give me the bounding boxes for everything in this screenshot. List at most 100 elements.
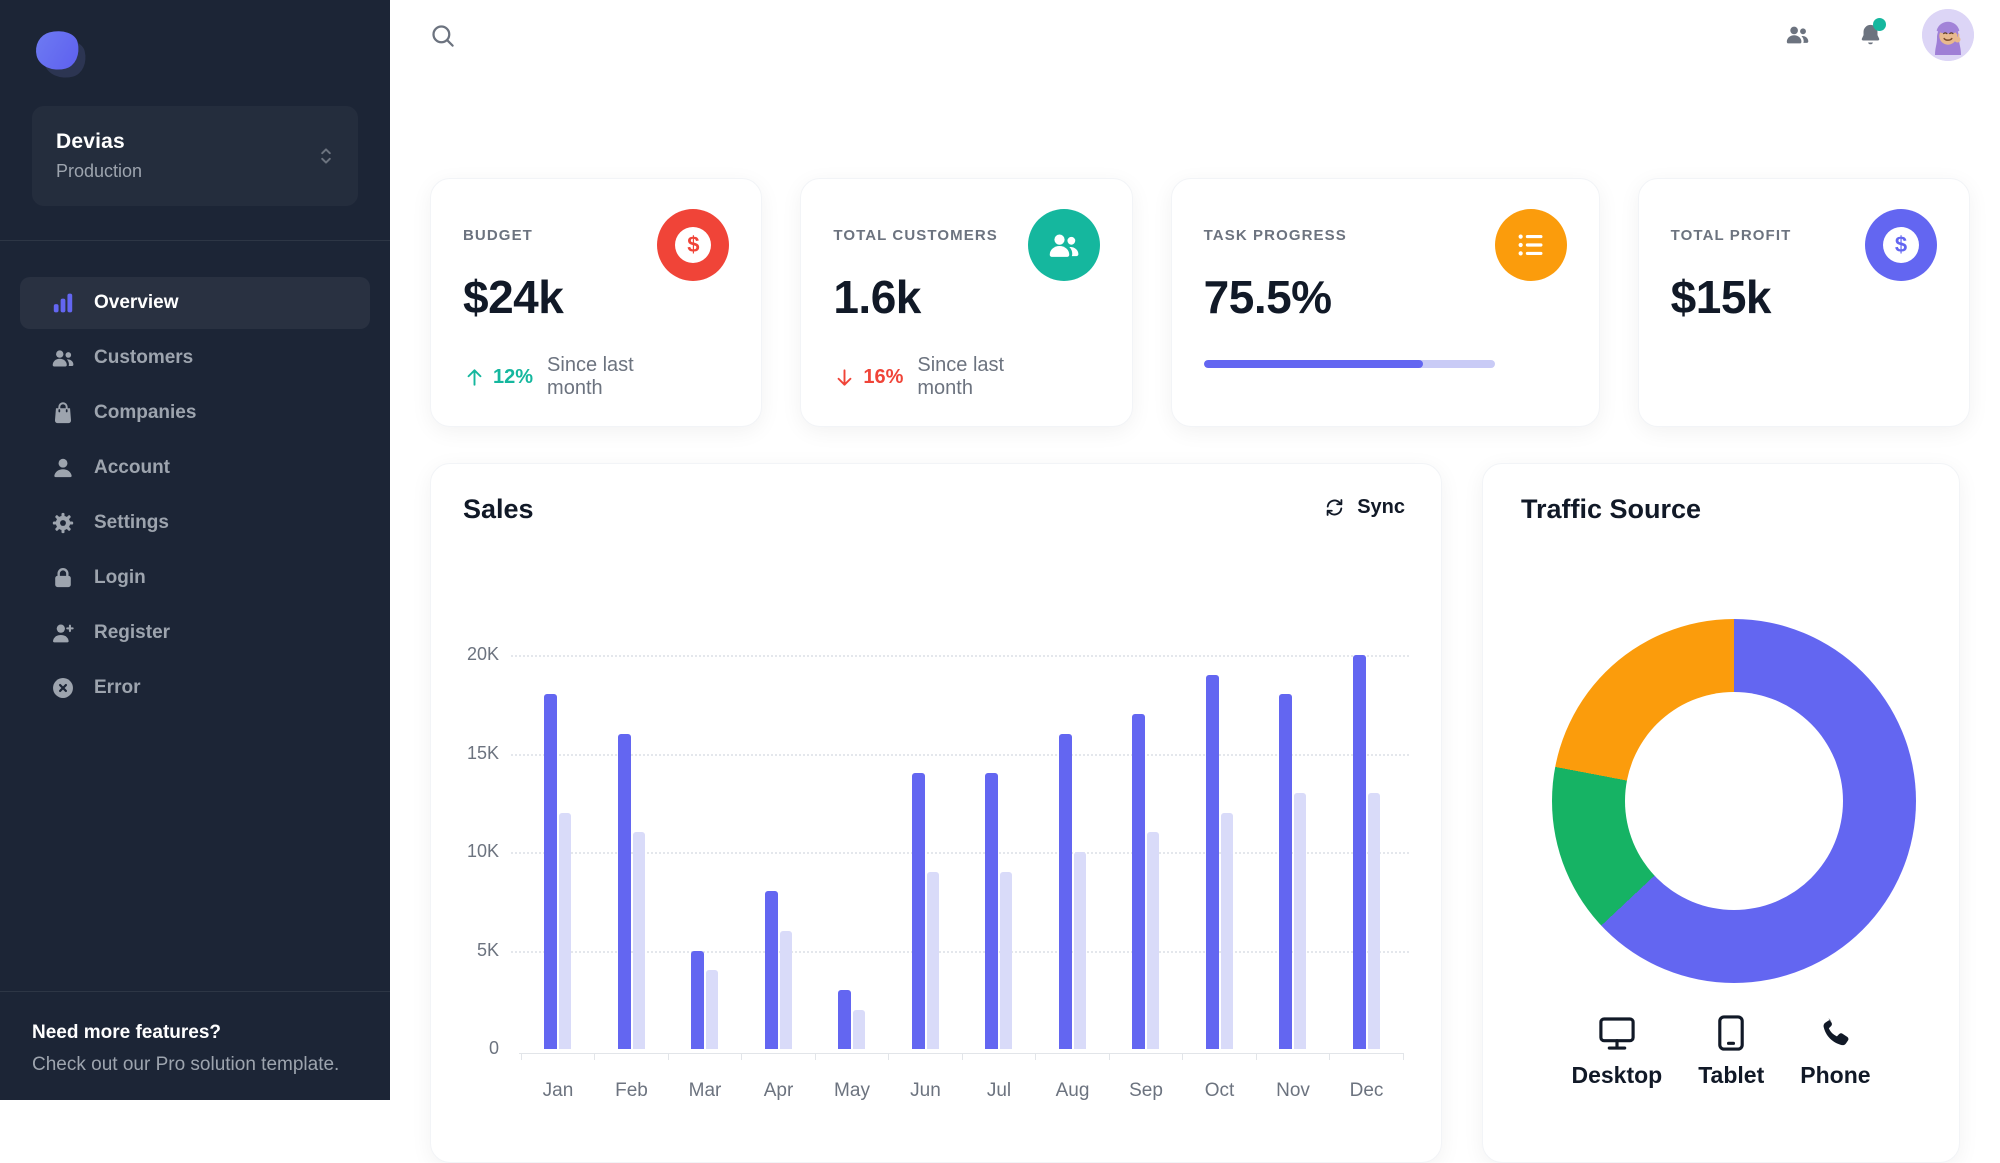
stat-trend: 16% Since last month — [833, 354, 1027, 400]
y-axis-label: 20K — [466, 644, 499, 664]
x-axis-tick — [961, 1053, 963, 1060]
bar-this-year-jun — [911, 773, 925, 1049]
sidebar-item-label: Register — [94, 622, 171, 643]
gear-icon — [50, 510, 76, 536]
search-icon — [429, 22, 456, 49]
sync-label: Sync — [1357, 496, 1405, 518]
x-axis-label-dec: Dec — [1349, 1080, 1384, 1101]
x-axis-tick — [1255, 1053, 1257, 1060]
stat-value: $15k — [1670, 271, 1772, 323]
notifications-button[interactable] — [1850, 15, 1890, 55]
bar-this-year-may — [838, 989, 851, 1049]
main-area: BUDGET $24k 12% Since last month $ TOTAL CUST… — [390, 0, 2000, 1163]
sidebar-item-error[interactable]: Error — [20, 662, 370, 714]
legend-label: Desktop — [1571, 1062, 1663, 1088]
x-axis-tick — [1182, 1053, 1183, 1060]
sidebar-item-register[interactable]: Register — [20, 607, 370, 659]
contacts-button[interactable] — [1778, 15, 1818, 55]
stat-label: TOTAL PROFIT — [1670, 227, 1792, 244]
gridline-15K — [511, 753, 1409, 756]
users-icon — [50, 345, 76, 371]
sidebar-spacer — [0, 717, 390, 991]
legend-item-phone: Phone — [1800, 1012, 1871, 1089]
bar-last-year-may — [853, 1009, 865, 1049]
sidebar-item-customers[interactable]: Customers — [20, 332, 370, 384]
bar-this-year-dec — [1352, 655, 1366, 1049]
lock-icon — [50, 565, 76, 591]
bar-this-year-feb — [617, 733, 631, 1049]
bar-last-year-jan — [559, 812, 571, 1049]
x-axis-label-nov: Nov — [1276, 1080, 1310, 1101]
stat-content: BUDGET $24k 12% Since last month — [463, 209, 657, 400]
x-axis-tick — [741, 1053, 742, 1060]
footer-subtitle: Check out our Pro solution template. — [32, 1054, 340, 1075]
sidebar-item-label: Companies — [94, 402, 197, 423]
sidebar-item-label: Settings — [94, 512, 169, 533]
bar-this-year-sep — [1132, 714, 1145, 1049]
stats-row: BUDGET $24k 12% Since last month $ TOTAL CUST… — [430, 178, 1970, 427]
sidebar-item-account[interactable]: Account — [20, 442, 370, 494]
traffic-card: Traffic Source Desktop Tablet Phone — [1482, 463, 1960, 1163]
x-axis-label-jun: Jun — [910, 1080, 941, 1101]
stat-label: BUDGET — [463, 227, 533, 244]
x-circle-icon — [50, 675, 76, 701]
users-avatar — [1027, 209, 1100, 281]
x-axis-label-mar: Mar — [688, 1080, 722, 1101]
bar-last-year-mar — [706, 970, 718, 1049]
bar-last-year-jul — [1000, 871, 1012, 1049]
topbar-actions — [1778, 9, 1974, 61]
sync-button[interactable]: Sync — [1323, 496, 1405, 519]
trend-caption: Since last month — [917, 354, 1005, 399]
x-axis-tick — [520, 1053, 522, 1060]
bar-this-year-jul — [985, 773, 998, 1049]
stat-label: TASK PROGRESS — [1203, 227, 1347, 244]
sidebar-item-label: Error — [94, 677, 141, 698]
sidebar-item-overview[interactable]: Overview — [20, 277, 370, 329]
traffic-title: Traffic Source — [1521, 494, 1702, 524]
legend-label: Phone — [1800, 1062, 1871, 1088]
chart-bar-icon — [50, 290, 76, 316]
arrow-down-icon — [833, 366, 856, 389]
x-axis-tick — [1108, 1053, 1110, 1060]
sidebar-item-companies[interactable]: Companies — [20, 387, 370, 439]
stat-card-total-customers: TOTAL CUSTOMERS 1.6k 16% Since last month — [800, 178, 1133, 427]
user-icon — [50, 455, 76, 481]
notification-dot — [1873, 18, 1886, 31]
task-progress-bar — [1203, 360, 1495, 368]
footer-title: Need more features? — [32, 1022, 222, 1043]
x-axis-tick — [888, 1053, 889, 1060]
workspace-name: Devias — [56, 130, 125, 153]
sales-title: Sales — [463, 494, 534, 524]
unfold-icon — [314, 144, 338, 168]
workspace-selector[interactable]: Devias Production — [32, 106, 358, 206]
search-button[interactable] — [422, 15, 462, 55]
sidebar-item-login[interactable]: Login — [20, 552, 370, 604]
traffic-legend: Desktop Tablet Phone — [1483, 1012, 1959, 1089]
sales-bar-chart: 0 5K 10K 15K 20K Jan Feb Mar Apr May Jun Jul Aug Sep O… — [431, 464, 1441, 1162]
x-axis-tick — [1329, 1053, 1330, 1060]
x-axis-tick — [594, 1053, 595, 1060]
legend-label: Tablet — [1698, 1062, 1765, 1088]
x-axis-tick — [667, 1053, 669, 1060]
y-axis-label: 5K — [476, 939, 499, 960]
bar-last-year-nov — [1294, 792, 1306, 1049]
x-axis-label-aug: Aug — [1055, 1080, 1090, 1101]
legend-item-desktop: Desktop — [1571, 1012, 1662, 1089]
bar-this-year-nov — [1279, 694, 1292, 1049]
sidebar-footer: Need more features? Check out our Pro so… — [0, 991, 390, 1100]
x-axis-tick — [1035, 1053, 1036, 1060]
x-axis-label-jan: Jan — [542, 1080, 574, 1101]
sidebar-item-label: Customers — [94, 347, 194, 368]
stat-value: 75.5% — [1203, 271, 1332, 323]
user-avatar[interactable] — [1922, 9, 1974, 61]
stat-card-task-progress: TASK PROGRESS 75.5% — [1170, 178, 1600, 427]
phone-icon — [1814, 1012, 1856, 1054]
users-icon — [1784, 21, 1813, 50]
x-axis-label-jul: Jul — [986, 1080, 1012, 1101]
workspace-env: Production — [56, 161, 143, 181]
stat-content: TASK PROGRESS 75.5% — [1203, 209, 1495, 368]
sidebar-item-settings[interactable]: Settings — [20, 497, 370, 549]
currency-dollar-avatar: $ — [657, 209, 730, 281]
trend-value: 12% — [493, 365, 534, 388]
